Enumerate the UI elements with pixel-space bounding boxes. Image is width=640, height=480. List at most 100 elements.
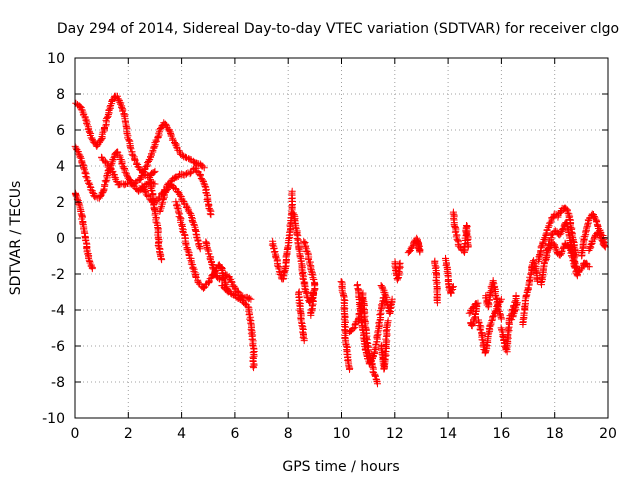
- data-point: [542, 230, 550, 238]
- data-point: [200, 284, 208, 292]
- data-series-arc-29: [508, 299, 521, 324]
- data-point: [293, 234, 301, 242]
- data-point: [497, 315, 505, 323]
- data-point: [85, 254, 93, 262]
- data-series-arc-19: [377, 281, 391, 301]
- data-point: [72, 144, 80, 152]
- data-point: [529, 258, 537, 266]
- y-tick-label: 4: [56, 159, 65, 175]
- data-point: [578, 248, 586, 256]
- axis-ticks: [74, 57, 609, 419]
- data-series-arc-25: [465, 299, 482, 330]
- data-point: [288, 187, 296, 195]
- data-point: [138, 182, 146, 190]
- data-point: [344, 357, 352, 365]
- data-series-arc-24: [449, 208, 472, 256]
- data-point: [563, 219, 571, 227]
- data-point: [523, 287, 531, 295]
- data-point: [290, 216, 298, 224]
- data-point: [88, 134, 96, 142]
- data-point: [358, 318, 366, 326]
- data-point: [310, 275, 318, 283]
- data-point: [187, 210, 195, 218]
- data-point: [77, 103, 85, 111]
- data-point: [556, 231, 564, 239]
- data-point: [142, 191, 150, 199]
- data-point: [190, 220, 198, 228]
- data-point: [160, 195, 168, 203]
- x-tick-label: 16: [492, 426, 510, 442]
- data-point: [590, 213, 598, 221]
- data-point: [504, 324, 512, 332]
- data-point: [450, 222, 458, 230]
- data-point: [234, 288, 242, 296]
- data-point: [150, 168, 158, 176]
- data-point: [244, 303, 252, 311]
- data-point: [547, 231, 555, 239]
- data-point: [117, 155, 125, 163]
- data-point: [384, 317, 392, 325]
- data-point: [249, 341, 257, 349]
- data-point: [171, 138, 179, 146]
- x-tick-label: 10: [333, 426, 351, 442]
- data-point: [307, 265, 315, 273]
- data-point: [408, 243, 416, 251]
- data-point: [379, 285, 387, 293]
- data-point: [188, 214, 196, 222]
- data-point: [192, 167, 200, 175]
- data-series-arc-13: [300, 237, 319, 319]
- data-point: [86, 128, 94, 136]
- data-point: [250, 364, 258, 372]
- data-series-arc-27: [482, 277, 505, 323]
- data-point: [512, 292, 520, 300]
- data-point: [129, 151, 137, 159]
- data-point: [83, 119, 91, 127]
- data-point: [155, 129, 163, 137]
- data-point: [413, 236, 421, 244]
- data-point: [582, 259, 590, 267]
- data-point: [209, 264, 217, 272]
- data-point: [190, 267, 198, 275]
- data-point: [102, 178, 110, 186]
- data-point: [145, 156, 153, 164]
- data-point: [534, 256, 542, 264]
- data-point: [247, 319, 255, 327]
- data-point: [527, 270, 535, 278]
- data-point: [241, 300, 249, 308]
- y-tick-label: -4: [51, 303, 65, 319]
- data-point: [99, 128, 107, 136]
- data-series-arc-14: [295, 288, 308, 345]
- data-point: [537, 279, 545, 287]
- x-tick-label: 4: [177, 426, 186, 442]
- data-point: [246, 315, 254, 323]
- y-tick-label: 6: [56, 123, 65, 139]
- data-series-arc-4: [98, 119, 208, 189]
- data-point: [103, 170, 111, 178]
- data-point: [511, 307, 519, 315]
- data-point: [449, 283, 457, 291]
- data-point: [143, 162, 151, 170]
- data-series-arc-18: [377, 317, 392, 373]
- data-point: [513, 300, 521, 308]
- data-series-arc-15: [337, 278, 354, 373]
- data-point: [178, 221, 186, 229]
- data-point: [585, 263, 593, 271]
- data-point: [142, 163, 150, 171]
- data-point: [361, 342, 369, 350]
- data-point: [296, 253, 304, 261]
- data-point: [233, 287, 241, 295]
- data-point: [392, 267, 400, 275]
- x-tick-labels: 0 2 4 6 8 10 12 14 16 18 20: [71, 426, 617, 442]
- y-tick-label: 8: [56, 87, 65, 103]
- data-point: [433, 299, 441, 307]
- x-tick-label: 12: [386, 426, 404, 442]
- data-point: [388, 295, 396, 303]
- y-tick-label: 10: [47, 51, 65, 67]
- data-point: [374, 328, 382, 336]
- data-point: [206, 210, 214, 218]
- data-point: [175, 189, 183, 197]
- data-point: [448, 283, 456, 291]
- data-point: [104, 113, 112, 121]
- data-point: [101, 181, 109, 189]
